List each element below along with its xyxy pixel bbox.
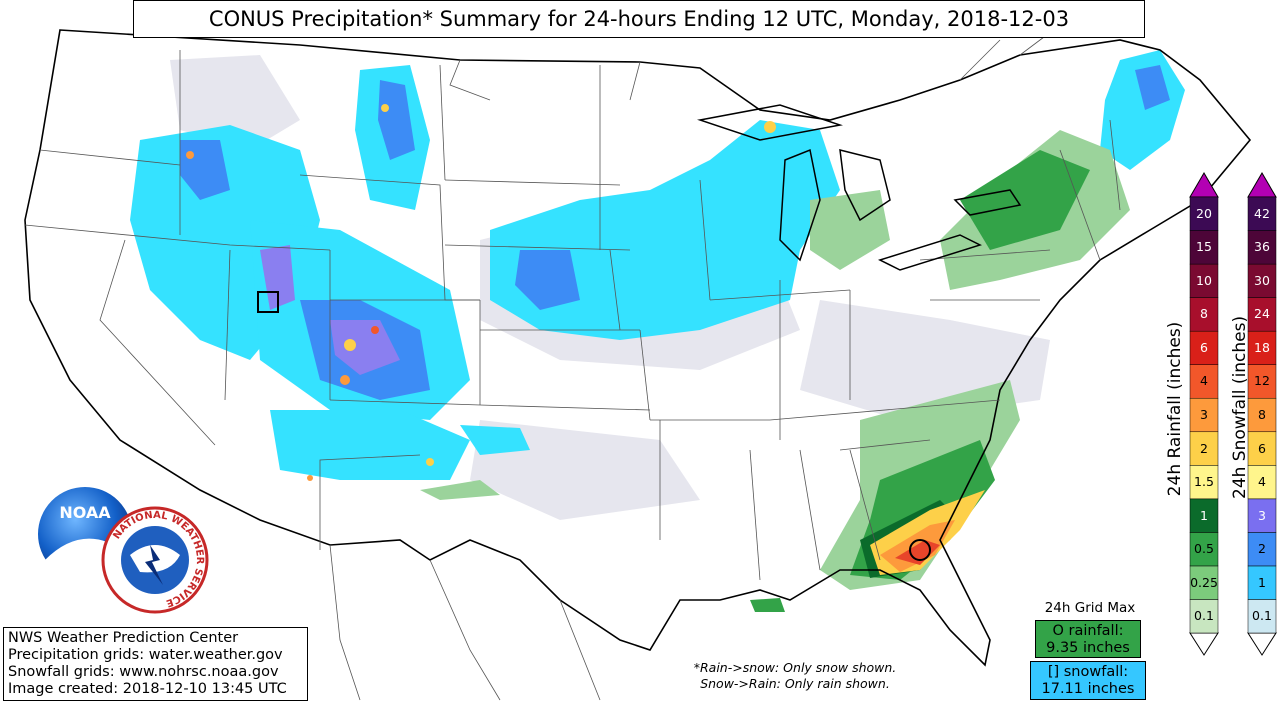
credit-line: Snowfall grids: www.nohrsc.noaa.gov — [8, 664, 279, 680]
snowfall-scale-tick-label: 12 — [1254, 373, 1270, 389]
snow-hotspot — [340, 375, 350, 385]
credit-line: Image created: 2018-12-10 13:45 UTC — [8, 681, 287, 697]
snowfall-scale-tick-label: 2 — [1258, 541, 1266, 557]
rainfall-scale-tick-label: 0.5 — [1194, 541, 1214, 557]
rainfall-field — [420, 130, 1130, 612]
snowfall-scale-label: 24h Snowfall (inches) — [1230, 315, 1250, 499]
snowfall-scale-tick-label: 42 — [1254, 205, 1270, 221]
snow-area — [490, 120, 840, 340]
state-lines — [24, 50, 1121, 581]
snow-area — [270, 410, 470, 480]
rain-area — [960, 150, 1090, 250]
rain-snow-note: *Rain->snow: Only snow shown. Snow->Rain… — [660, 660, 930, 692]
rain-area — [420, 480, 500, 500]
grid-max-rainfall: O rainfall: 9.35 inches — [1035, 620, 1141, 658]
snow-hotspot — [186, 151, 194, 159]
great-lakes — [697, 104, 1022, 271]
snowfall-scale-tick-label: 24 — [1254, 306, 1270, 322]
snowfall-scale-tick-label: 0.1 — [1252, 608, 1272, 624]
rainfall-scale-tick-label: 2 — [1200, 440, 1208, 456]
snowfall-scale-tick-label: 18 — [1254, 339, 1270, 355]
snow-hotspot — [307, 475, 313, 481]
rainfall-scale-tick-label: 0.25 — [1190, 574, 1218, 590]
map-title: CONUS Precipitation* Summary for 24-hour… — [133, 0, 1145, 38]
rainfall-scale-tick-label: 10 — [1196, 272, 1212, 288]
snowfall-field — [130, 50, 1185, 520]
snow-area-heavy — [1135, 65, 1170, 110]
snowfall-scale-tick-label: 36 — [1254, 239, 1270, 255]
nws-logo: NATIONAL WEATHER SERVICE — [101, 506, 209, 614]
snow-area-purple — [330, 320, 400, 375]
rainfall-scale-tick-label: 4 — [1200, 373, 1208, 389]
rainfall-scale-tick-label: 8 — [1200, 306, 1208, 322]
trace-area — [170, 55, 300, 150]
us-border — [24, 29, 1252, 667]
map-boundaries — [24, 9, 1252, 701]
snowfall-scale-tick-label: 3 — [1258, 507, 1266, 523]
snowfall-scale-tick-label: 1 — [1258, 574, 1266, 590]
rainfall-scale-tick-label: 20 — [1196, 205, 1212, 221]
rainfall-scale-tick-label: 3 — [1200, 407, 1208, 422]
snow-hotspot — [371, 326, 379, 334]
snow-area — [460, 425, 530, 455]
snow-area — [1100, 50, 1185, 170]
credit-line: NWS Weather Prediction Center — [8, 630, 239, 646]
grid-max-snowfall-value: 17.11 inches — [1041, 681, 1135, 697]
rainfall-scale-tick-label: 1.5 — [1194, 474, 1214, 490]
snow-hotspot — [381, 104, 389, 112]
rainfall-scale-tick-label: 15 — [1196, 239, 1212, 255]
snowfall-scale-tick-label: 30 — [1254, 272, 1270, 288]
grid-max-snowfall-label: [] snowfall: — [1047, 664, 1129, 680]
credit-box: NWS Weather Prediction Center Precipitat… — [3, 627, 308, 701]
rainfall-scale-label: 24h Rainfall (inches) — [1165, 321, 1185, 497]
rainfall-max-marker — [909, 539, 931, 561]
snow-hotspot — [426, 458, 434, 466]
grid-max-rainfall-label: O rainfall: — [1052, 623, 1124, 639]
credit-line: Precipitation grids: water.weather.gov — [8, 647, 283, 663]
snowfall-scale-tick-label: 4 — [1258, 474, 1266, 490]
grid-max-heading: 24h Grid Max — [1044, 600, 1136, 616]
snow-area-heavy — [378, 80, 415, 160]
rain-area — [810, 190, 890, 270]
rain-area — [750, 598, 785, 612]
snowfall-scale-tick-label: 6 — [1258, 440, 1266, 456]
snowfall-max-marker — [257, 291, 279, 313]
snow-area-purple — [260, 245, 295, 310]
note-line: Snow->Rain: Only rain shown. — [700, 676, 890, 691]
rainfall-scale-tick-label: 0.1 — [1194, 608, 1214, 624]
snowfall-scale-tick-label: 8 — [1258, 407, 1266, 422]
grid-max-rainfall-value: 9.35 inches — [1046, 640, 1130, 656]
snow-area-heavy — [515, 250, 580, 310]
rainfall-scale-tick-label: 1 — [1200, 507, 1208, 523]
noaa-logo-text: NOAA — [59, 503, 111, 522]
rainfall-scale-tick-label: 6 — [1200, 339, 1208, 355]
grid-max-snowfall: [] snowfall: 17.11 inches — [1030, 661, 1146, 700]
snow-hotspot — [344, 339, 356, 351]
note-line: *Rain->snow: Only snow shown. — [693, 660, 897, 675]
snow-hotspot — [764, 121, 776, 133]
